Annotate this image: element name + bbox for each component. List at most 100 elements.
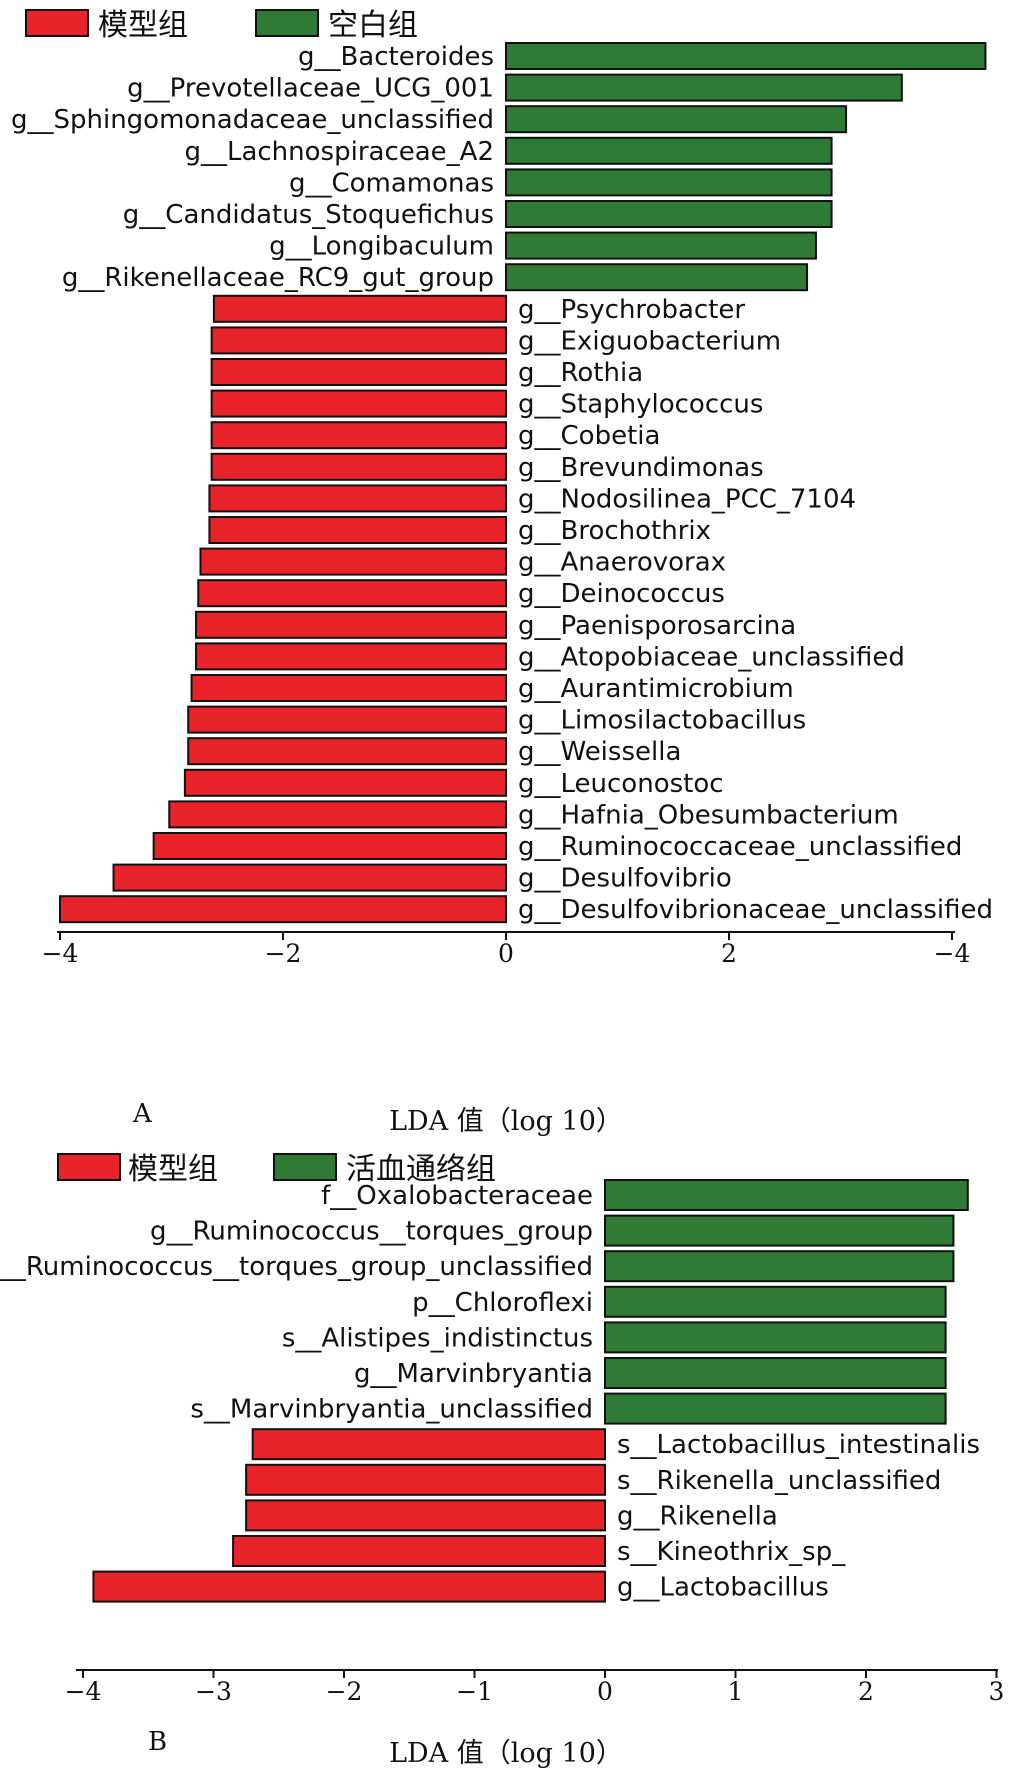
panel-a: g__Bacteroidesg__Prevotellaceae_UCG_001g… [11, 42, 993, 968]
bar-label-a-2: g__Sphingomonadaceae_unclassified [11, 105, 494, 135]
legend-a-swatch-model [25, 9, 89, 37]
panel-a-x-axis-title: LDA 值（log 10） [389, 1106, 623, 1137]
x-tick-label-b-1: −3 [195, 1677, 232, 1706]
legend-a-label-control: 空白组 [328, 8, 418, 43]
x-tick-label-b-5: 1 [728, 1677, 744, 1706]
bar-a-7 [505, 263, 809, 292]
bar-b-1 [604, 1214, 955, 1247]
bar-label-a-7: g__Rikenellaceae_RC9_gut_group [62, 263, 494, 293]
legend-b-swatch-model [57, 1153, 121, 1181]
x-tick-label-b-6: 2 [858, 1677, 874, 1706]
bar-a-5 [505, 200, 833, 228]
bar-label-b-11: g__Lactobacillus [617, 1573, 829, 1603]
bar-label-b-7: s__Lactobacillus_intestinalis [617, 1430, 980, 1460]
panel-b-label: B [148, 1727, 167, 1757]
bar-a-6 [505, 231, 817, 260]
bar-label-a-25: g__Ruminococcaceae_unclassified [518, 832, 962, 862]
x-tick-label-b-4: 0 [597, 1677, 613, 1706]
bar-a-4 [505, 168, 833, 197]
x-tick-label-a-4: −4 [934, 939, 971, 968]
x-tick-label-b-0: −4 [65, 1677, 102, 1706]
bar-a-0 [505, 42, 987, 70]
bar-a-10 [210, 358, 507, 386]
bar-b-0 [604, 1179, 969, 1211]
panel-b: f__Oxalobacteraceae g__Ruminococcus__torq… [0, 1179, 1005, 1706]
bar-a-9 [210, 326, 507, 355]
bar-label-a-18: g__Paenisporosarcina [518, 611, 796, 641]
bar-label-a-4: g__Comamonas [289, 168, 494, 198]
legend-b-label-treatment: 活血通络组 [346, 1152, 496, 1187]
x-tick-label-b-3: −1 [456, 1677, 493, 1706]
bar-b-9 [245, 1499, 606, 1532]
bar-label-b-6: s__Marvinbryantia_unclassified [190, 1395, 593, 1425]
bar-a-24 [168, 800, 508, 829]
bar-b-3 [604, 1285, 947, 1318]
bar-label-a-20: g__Aurantimicrobium [518, 674, 794, 704]
bar-a-12 [210, 421, 507, 450]
bar-a-22 [187, 737, 507, 766]
bar-label-a-13: g__Brevundimonas [518, 453, 764, 483]
bar-label-a-3: g__Lachnospiraceae_A2 [184, 137, 494, 167]
bar-b-5 [604, 1357, 947, 1389]
bar-label-a-0: g__Bacteroides [298, 42, 494, 72]
bar-label-b-8: s__Rikenella_unclassified [617, 1466, 941, 1496]
x-tick-label-a-0: −4 [42, 939, 79, 968]
legend-b: 模型组 活血通络组 [57, 1152, 496, 1187]
bar-label-a-22: g__Weissella [518, 737, 681, 767]
bar-label-a-9: g__Exiguobacterium [518, 326, 781, 356]
bar-label-a-1: g__Prevotellaceae_UCG_001 [127, 74, 494, 104]
legend-a-swatch-control [255, 9, 319, 37]
bar-label-a-16: g__Anaerovorax [518, 548, 726, 578]
bar-b-6 [604, 1392, 947, 1425]
bar-label-b-9: g__Rikenella [617, 1501, 778, 1531]
bar-label-a-21: g__Limosilactobacillus [518, 706, 806, 736]
bar-label-a-10: g__Rothia [518, 358, 643, 388]
bar-a-11 [210, 389, 507, 418]
bar-label-a-12: g__Cobetia [518, 421, 660, 451]
bar-label-b-3: p__Chloroflexi [412, 1288, 593, 1318]
bar-a-20 [190, 674, 507, 702]
bar-a-3 [505, 136, 833, 165]
bar-b-4 [604, 1321, 947, 1354]
bar-b-7 [251, 1428, 606, 1461]
bar-label-a-19: g__Atopobiaceae_unclassified [518, 642, 905, 672]
bar-label-b-1: g__Ruminococcus__torques_group [150, 1217, 593, 1247]
bar-a-19 [195, 642, 507, 671]
bar-label-a-8: g__Psychrobacter [518, 295, 745, 325]
x-tick-label-b-2: −2 [326, 1677, 363, 1706]
x-tick-label-a-3: 2 [721, 939, 737, 968]
bar-label-a-23: g__Leuconostoc [518, 769, 724, 799]
x-tick-label-a-1: −2 [265, 939, 302, 968]
bar-label-b-5: g__Marvinbryantia [354, 1359, 593, 1389]
bar-a-13 [210, 452, 507, 481]
bar-a-17 [197, 579, 507, 608]
bar-a-25 [152, 832, 507, 860]
bar-label-b-10: s__Kineothrix_sp_ [617, 1537, 846, 1567]
legend-b-label-model: 模型组 [128, 1152, 218, 1187]
bar-label-b-2: s__Ruminococcus__torques_group_unclassif… [0, 1252, 593, 1282]
bar-a-26 [112, 863, 508, 892]
bar-label-a-27: g__Desulfovibrionaceae_unclassified [518, 895, 993, 925]
panel-b-x-axis-title: LDA 值（log 10） [389, 1738, 623, 1769]
bar-a-15 [208, 516, 507, 544]
bar-label-b-4: s__Alistipes_indistinctus [282, 1323, 593, 1353]
bar-label-b-0: f__Oxalobacteraceae [321, 1181, 593, 1211]
bar-a-1 [505, 73, 903, 102]
bar-a-14 [208, 484, 507, 513]
bar-b-10 [232, 1535, 606, 1567]
panel-a-label: A [132, 1099, 153, 1129]
bar-a-2 [505, 105, 848, 134]
bar-a-27 [59, 895, 507, 924]
bar-b-2 [604, 1250, 955, 1283]
x-tick-label-a-2: 0 [498, 939, 514, 968]
bar-b-8 [245, 1463, 606, 1496]
bar-a-23 [183, 768, 507, 797]
legend-a-label-model: 模型组 [98, 8, 188, 43]
bar-a-18 [195, 610, 507, 639]
bar-label-a-14: g__Nodosilinea_PCC_7104 [518, 484, 856, 514]
bar-label-a-6: g__Longibaculum [269, 232, 494, 262]
x-tick-label-b-7: 3 [989, 1677, 1005, 1706]
bar-label-a-5: g__Candidatus_Stoquefichus [123, 200, 494, 230]
bar-a-21 [187, 705, 507, 734]
